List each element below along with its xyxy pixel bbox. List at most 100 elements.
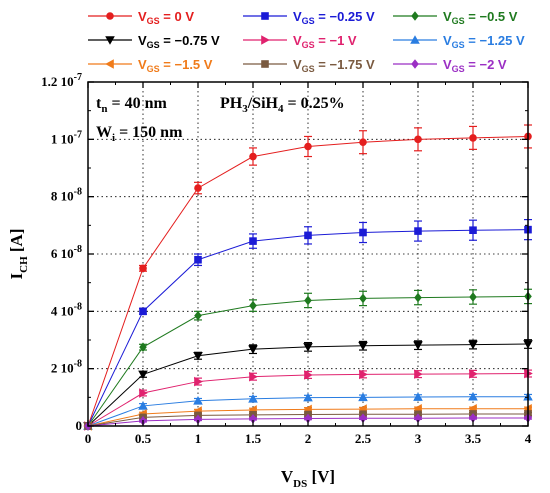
data-point xyxy=(249,300,257,311)
data-point xyxy=(248,393,258,403)
annotation-main: PH xyxy=(220,95,243,112)
y-tick-label: 6 10-8 xyxy=(51,244,82,261)
y-tick-label: 4 10-8 xyxy=(51,301,82,318)
data-point xyxy=(358,341,368,351)
legend-label-main: V xyxy=(443,9,452,24)
legend-label-tail: = −0.75 V xyxy=(160,33,220,48)
legend-item: VGS = 0 V xyxy=(88,9,194,26)
y-tick-exponent: -8 xyxy=(74,359,82,370)
legend-label-sub: GS xyxy=(147,16,160,26)
data-point xyxy=(261,12,269,20)
annotation-sub: n xyxy=(101,103,107,115)
data-point xyxy=(139,342,147,352)
y-axis-label: ICH [A] xyxy=(7,229,30,280)
annotation-tail: = 40 nm xyxy=(107,95,167,112)
x-label-tail: [V] xyxy=(307,467,335,486)
data-point xyxy=(411,59,419,69)
x-label-main: V xyxy=(281,467,294,486)
y-tick-label: 0 xyxy=(76,418,83,433)
legend-label-main: V xyxy=(138,9,147,24)
data-point xyxy=(411,11,419,21)
y-tick-exponent: -7 xyxy=(74,129,82,140)
legend-item: VGS = −0.5 V xyxy=(393,9,518,26)
legend-label-tail: = 0 V xyxy=(160,9,195,24)
data-point xyxy=(304,295,312,306)
legend-label: VGS = 0 V xyxy=(138,9,194,26)
y-tick-exponent: -7 xyxy=(74,72,82,83)
data-point xyxy=(414,227,422,235)
data-point xyxy=(248,345,258,354)
data-point xyxy=(138,401,148,410)
y-label-main: I xyxy=(7,272,26,279)
legend-label-sub: GS xyxy=(147,64,160,74)
legend-item: VGS = −0.25 V xyxy=(243,9,375,26)
data-point xyxy=(413,392,423,401)
y-tick-mantissa: 4 10 xyxy=(51,303,74,318)
x-label-sub: DS xyxy=(293,478,307,490)
data-point xyxy=(304,370,313,380)
y-tick-mantissa: 6 10 xyxy=(51,246,74,261)
y-tick-mantissa: 1 10 xyxy=(51,131,74,146)
data-point xyxy=(304,231,312,240)
legend-item: VGS = −1.5 V xyxy=(88,57,213,74)
x-tick-label: 2.5 xyxy=(355,431,372,446)
annotation-main: t xyxy=(96,95,102,112)
data-point xyxy=(193,351,203,361)
data-point xyxy=(413,341,423,350)
legend-label-main: V xyxy=(138,33,147,48)
annotation-sub: i xyxy=(112,132,115,144)
annotation-text: Wi = 150 nm xyxy=(96,124,183,144)
legend-label-tail: = −0.25 V xyxy=(315,9,375,24)
x-tick-label: 3 xyxy=(415,431,422,446)
data-point xyxy=(469,134,477,142)
y-tick-mantissa: 2 10 xyxy=(51,361,74,376)
data-point xyxy=(468,340,478,350)
data-point xyxy=(139,388,148,398)
x-tick-label: 1 xyxy=(195,431,202,446)
legend-label-sub: GS xyxy=(302,40,315,50)
series-8 xyxy=(84,413,532,431)
data-point xyxy=(106,12,114,20)
legend-label: VGS = −0.5 V xyxy=(443,9,518,26)
data-point xyxy=(414,413,422,424)
data-point xyxy=(194,414,202,425)
legend-label: VGS = −1.75 V xyxy=(293,57,375,74)
data-point xyxy=(358,392,368,402)
data-point xyxy=(139,264,147,273)
data-point xyxy=(469,292,477,302)
data-point xyxy=(414,369,423,379)
data-point xyxy=(194,184,202,192)
y-tick-label: 2 10-8 xyxy=(51,359,82,376)
data-point xyxy=(304,142,312,151)
y-label-sub: CH xyxy=(18,256,30,273)
legend-label: VGS = −0.25 V xyxy=(293,9,375,26)
y-tick-label: 1 10-7 xyxy=(51,129,82,146)
y-label-tail: [A] xyxy=(7,229,26,257)
annotation-text: tn = 40 nm xyxy=(96,95,167,115)
data-point xyxy=(194,255,202,264)
legend-label-tail: = −1.5 V xyxy=(160,57,213,72)
annotations: tn = 40 nm PH3/SiH4 = 0.25% Wi = 150 nm xyxy=(96,95,345,144)
x-tick-label: 3.5 xyxy=(465,431,482,446)
axis-ticks: 0 0.5 1 1.5 2 2.5 3 3.5 402 10-84 10-86 10-88 10… xyxy=(41,72,532,446)
legend-label-sub: GS xyxy=(452,64,465,74)
data-point xyxy=(410,35,420,44)
data-point xyxy=(359,369,368,380)
legend-item: VGS = −0.75 V xyxy=(88,33,220,50)
legend-label-tail: = −2 V xyxy=(465,57,507,72)
data-point xyxy=(414,292,422,303)
x-axis-label: VDS [V] xyxy=(281,467,335,490)
legend-label-sub: GS xyxy=(302,64,315,74)
data-point xyxy=(359,293,367,304)
annotation-tail: = 0.25% xyxy=(283,95,344,112)
data-point xyxy=(469,369,478,379)
legend-label-sub: GS xyxy=(452,40,465,50)
data-point xyxy=(359,228,367,237)
legend-label-main: V xyxy=(293,57,302,72)
data-point xyxy=(105,59,114,69)
data-point xyxy=(303,343,313,352)
data-point xyxy=(105,36,115,45)
annotation-text: PH3/SiH4 = 0.25% xyxy=(220,95,345,115)
